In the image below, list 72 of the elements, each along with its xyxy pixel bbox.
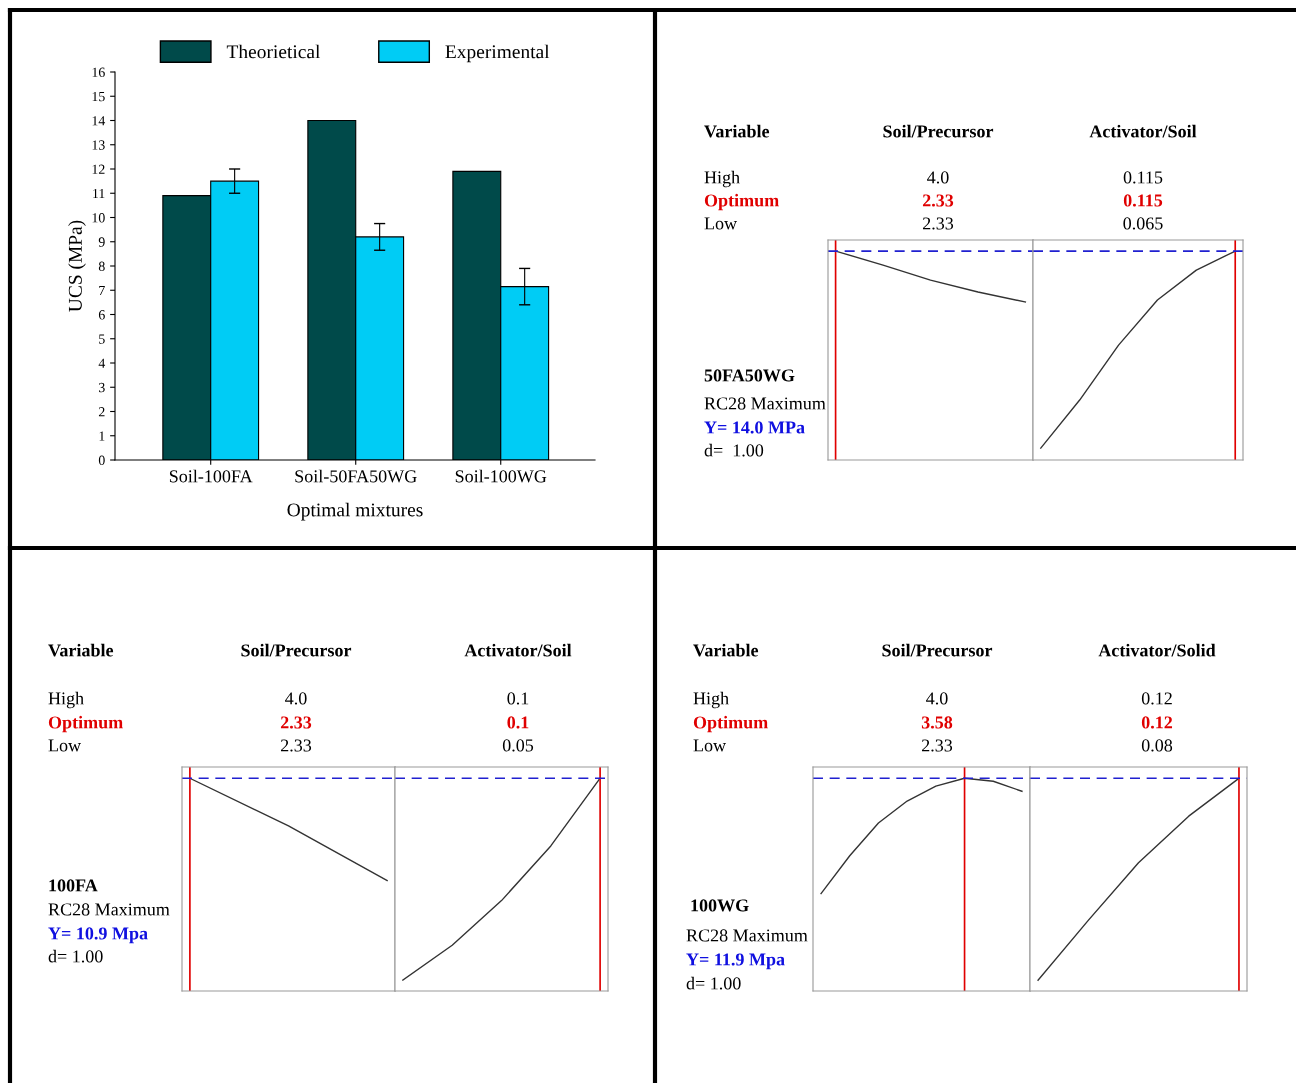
text: High — [704, 170, 740, 188]
text: Variable — [704, 124, 770, 138]
text: Soil/Precursor — [883, 124, 994, 138]
text: 2.33 — [921, 739, 953, 752]
text: High — [48, 691, 84, 709]
text: d= 1.00 — [704, 443, 764, 457]
text: RC28 Maximum — [48, 903, 170, 916]
y-tick-label: 5 — [99, 334, 105, 344]
text: 0.12 — [1141, 716, 1173, 729]
text: Soil/Precursor — [241, 643, 352, 657]
text: 3.58 — [921, 716, 953, 729]
x-tick-label: Soil-50FA50WG — [295, 469, 417, 483]
text: Soil/Precursor — [882, 643, 993, 657]
y-tick-label: 3 — [99, 382, 105, 393]
text: Activator/Soil — [464, 643, 572, 657]
text: 100FA — [49, 879, 98, 892]
text: 50FA50WG — [704, 369, 795, 382]
text: 2.33 — [280, 716, 312, 729]
text: Y= 14.0 MPa — [704, 421, 805, 434]
text: 0.08 — [1141, 739, 1173, 752]
text: Variable — [48, 643, 114, 657]
y-tick-label: 12 — [92, 164, 105, 174]
text: 0.065 — [1123, 217, 1163, 230]
text: RC28 Maximum — [704, 397, 826, 410]
text: 100WG — [691, 899, 749, 912]
text: Low — [48, 739, 82, 752]
x-axis-title: Optimal mixtures — [287, 502, 423, 521]
x-tick-label: Soil-100FA — [169, 469, 253, 483]
text: 2.33 — [922, 194, 954, 207]
y-tick-label: 8 — [98, 261, 105, 271]
text: Low — [693, 739, 727, 752]
text: Optimum — [693, 715, 768, 733]
text: Low — [704, 217, 738, 230]
x-tick-label: Soil-100WG — [455, 469, 547, 483]
text: Y= 10.9 Mpa — [48, 927, 148, 944]
text: Optimum — [48, 715, 123, 733]
text: High — [693, 691, 729, 709]
text: 4.0 — [285, 692, 307, 705]
text: 2.33 — [922, 217, 954, 230]
text: RC28 Maximum — [686, 929, 808, 942]
text: Y= 11.9 Mpa — [686, 953, 785, 970]
text: 0.1 — [507, 716, 529, 729]
y-tick-label: 15 — [92, 91, 105, 102]
y-tick-label: 16 — [92, 67, 105, 77]
text: 0.115 — [1123, 171, 1163, 184]
text: Activator/Soil — [1089, 124, 1197, 138]
y-tick-label: 9 — [98, 237, 105, 247]
text: 0.1 — [507, 692, 529, 705]
text: Activator/Solid — [1098, 643, 1216, 657]
y-axis-title: UCS (MPa) — [68, 220, 86, 312]
y-tick-label: 14 — [92, 116, 106, 126]
y-tick-label: 4 — [98, 358, 106, 368]
y-tick-label: 11 — [93, 188, 105, 199]
y-tick-label: 0 — [98, 455, 105, 465]
y-tick-label: 1 — [99, 431, 105, 441]
y-tick-label: 2 — [98, 407, 105, 417]
text: 2.33 — [280, 739, 312, 752]
text: d= 1.00 — [48, 949, 103, 963]
text: 0.05 — [502, 739, 534, 752]
legend-label: Theorietical — [226, 44, 321, 59]
y-tick-label: 13 — [92, 140, 105, 150]
text: 4.0 — [927, 171, 949, 184]
text: Optimum — [704, 193, 779, 211]
text: 4.0 — [926, 692, 948, 705]
y-tick-label: 10 — [92, 213, 105, 223]
y-tick-label: 7 — [99, 285, 105, 296]
text: 0.115 — [1123, 194, 1163, 207]
text: Variable — [693, 643, 759, 657]
legend-label: Experimental — [445, 44, 550, 63]
y-tick-label: 6 — [98, 310, 105, 320]
text: 0.12 — [1141, 692, 1172, 705]
text: d= 1.00 — [686, 976, 741, 990]
